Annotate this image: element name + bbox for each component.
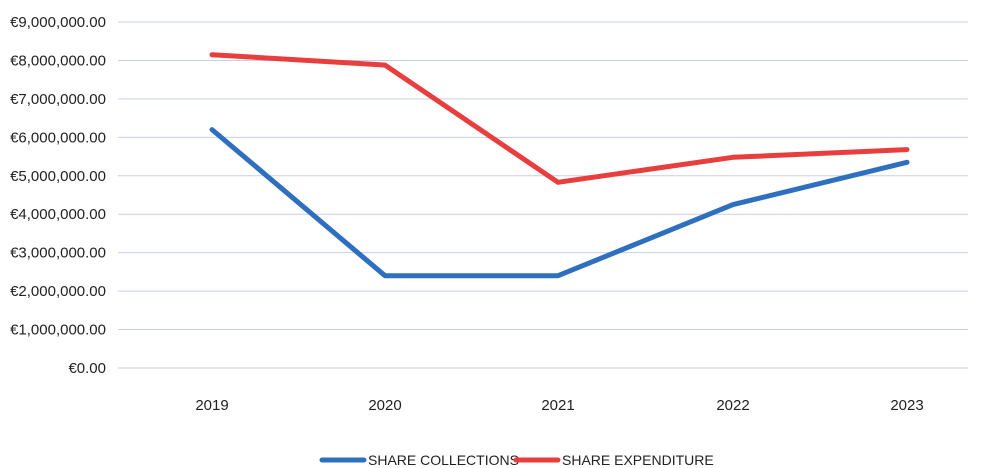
- y-tick-label: €4,000,000.00: [10, 206, 106, 223]
- y-tick-label: €9,000,000.00: [10, 14, 106, 31]
- x-tick-label: 2021: [541, 397, 574, 414]
- x-axis-ticks: 2019 2020 2021 2022 2023: [195, 397, 923, 414]
- x-tick-label: 2022: [716, 397, 749, 414]
- y-tick-label: €8,000,000.00: [10, 52, 106, 69]
- legend-label: SHARE EXPENDITURE: [562, 452, 714, 468]
- y-tick-label: €0.00: [68, 360, 106, 377]
- y-tick-label: €1,000,000.00: [10, 322, 106, 339]
- y-axis-ticks: €0.00 €1,000,000.00 €2,000,000.00 €3,000,00…: [10, 14, 106, 377]
- series-line-share-expenditure: [209, 52, 910, 185]
- legend-label: SHARE COLLECTIONS: [368, 452, 519, 468]
- y-tick-label: €2,000,000.00: [10, 283, 106, 300]
- y-tick-label: €7,000,000.00: [10, 91, 106, 108]
- x-tick-label: 2019: [195, 397, 228, 414]
- x-tick-label: 2020: [368, 397, 401, 414]
- x-tick-label: 2023: [890, 397, 923, 414]
- series-line-share-collections: [209, 127, 910, 279]
- legend: SHARE COLLECTIONS SHARE EXPENDITURE: [319, 452, 714, 468]
- y-tick-label: €3,000,000.00: [10, 245, 106, 262]
- y-tick-label: €6,000,000.00: [10, 129, 106, 146]
- gridlines: [118, 21, 968, 369]
- y-tick-label: €5,000,000.00: [10, 168, 106, 185]
- series-lines: [209, 52, 910, 279]
